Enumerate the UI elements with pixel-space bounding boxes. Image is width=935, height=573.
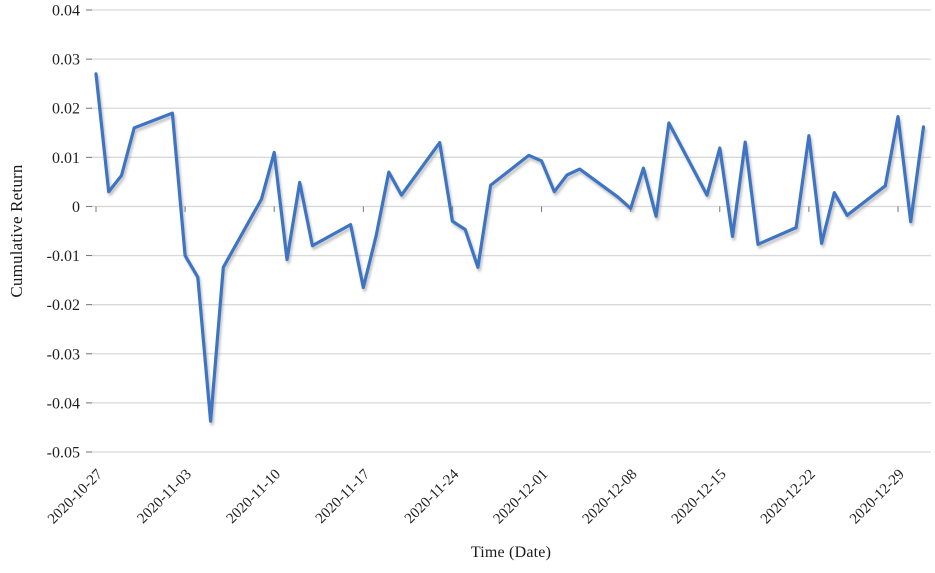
x-tick-label: 2020-12-08 bbox=[580, 467, 641, 528]
x-tick-label: 2020-11-10 bbox=[224, 467, 284, 527]
cumulative-return-line bbox=[94, 72, 926, 423]
x-tick-label: 2020-12-15 bbox=[669, 467, 730, 528]
y-tick-label: 0 bbox=[72, 199, 80, 216]
x-tick-label: 2020-11-24 bbox=[402, 466, 463, 527]
x-tick-label: 2020-12-01 bbox=[491, 467, 552, 528]
x-tick-label: 2020-11-03 bbox=[135, 467, 195, 527]
y-tick-label: -0.02 bbox=[47, 297, 80, 314]
x-tick-label: 2020-11-17 bbox=[313, 466, 374, 527]
y-tick-label: -0.01 bbox=[47, 248, 80, 265]
y-axis-title: Cumulative Return bbox=[7, 164, 26, 298]
x-tick-label: 2020-12-22 bbox=[758, 467, 819, 528]
y-tick-label: 0.03 bbox=[52, 52, 80, 69]
x-tick-label: 2020-12-29 bbox=[847, 467, 908, 528]
y-tick-label: -0.05 bbox=[47, 445, 80, 462]
y-tick-label: -0.03 bbox=[47, 346, 80, 363]
x-axis-title: Time (Date) bbox=[470, 544, 552, 561]
y-tick-label: -0.04 bbox=[47, 395, 80, 412]
y-tick-label: 0.02 bbox=[52, 101, 80, 118]
x-tick-label: 2020-10-27 bbox=[45, 466, 106, 527]
y-tick-label: 0.01 bbox=[52, 150, 80, 167]
y-tick-label: 0.04 bbox=[52, 3, 80, 20]
